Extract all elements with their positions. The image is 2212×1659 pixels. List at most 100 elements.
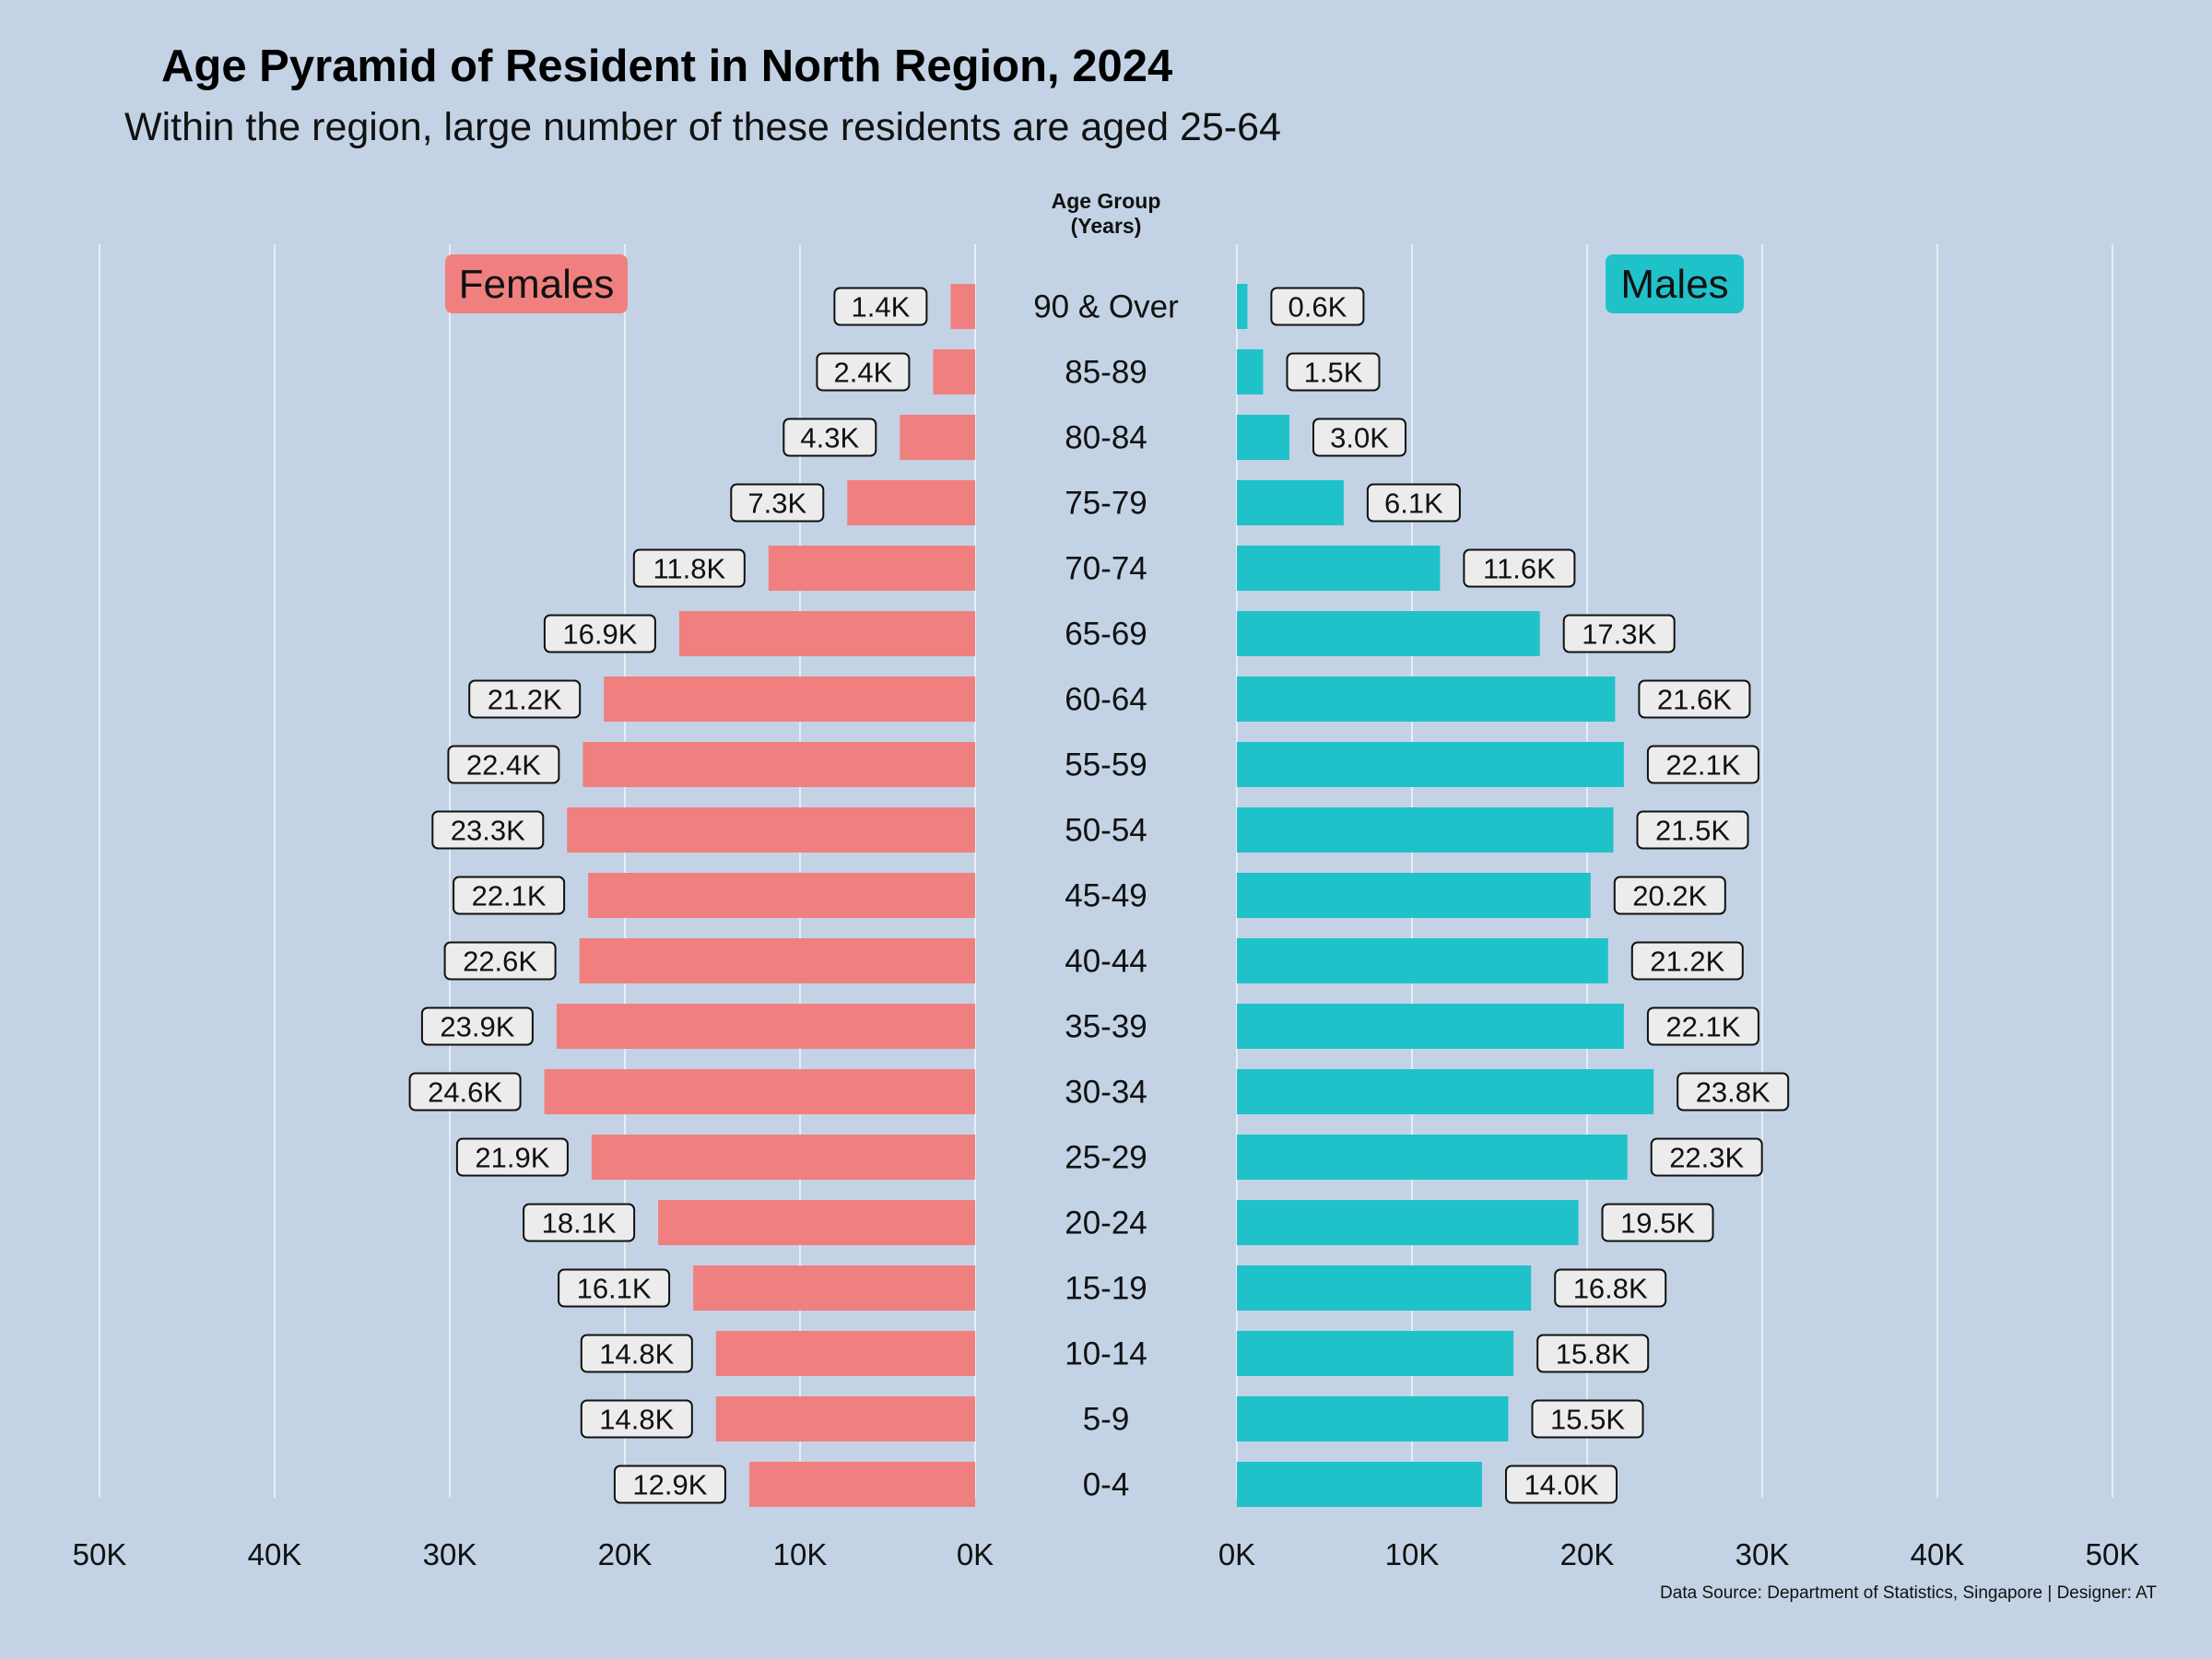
female-value-label: 22.6K (463, 946, 537, 978)
age-group-label: 60-64 (1065, 682, 1147, 718)
chart-subtitle: Within the region, large number of these… (124, 105, 1281, 149)
female-value-label: 22.1K (472, 880, 547, 912)
female-bar (933, 349, 975, 394)
age-group-label: 90 & Over (1033, 289, 1179, 325)
x-tick-label-left: 10K (773, 1537, 828, 1571)
male-value-label: 22.1K (1665, 749, 1740, 782)
female-bar (604, 677, 975, 722)
male-value-label-box (1636, 810, 1749, 850)
x-tick-label-right: 40K (1911, 1537, 1965, 1571)
female-value-label-box (408, 1072, 522, 1112)
female-value-label-box (447, 745, 560, 784)
age-group-label: 65-69 (1065, 617, 1147, 653)
male-bar (1237, 546, 1441, 591)
male-value-label-box (1646, 745, 1759, 784)
females-series-tag-box (445, 254, 628, 313)
x-tick-label-left: 0K (957, 1537, 994, 1571)
male-value-label: 3.0K (1330, 422, 1389, 454)
age-group-label: 25-29 (1065, 1140, 1147, 1176)
female-bar (715, 1331, 975, 1376)
female-value-label-box (443, 941, 557, 981)
male-value-label: 17.3K (1582, 618, 1656, 651)
age-group-label: 70-74 (1065, 551, 1147, 587)
male-bar (1237, 611, 1540, 656)
female-bar (588, 873, 975, 918)
female-value-label-box (468, 679, 582, 719)
age-group-label: 80-84 (1065, 420, 1147, 456)
female-value-label: 21.9K (475, 1142, 549, 1174)
x-tick-label-left: 20K (598, 1537, 653, 1571)
female-bar (693, 1265, 975, 1311)
female-bar (582, 742, 975, 787)
age-group-label: 10-14 (1065, 1336, 1147, 1372)
male-bar (1237, 1200, 1579, 1245)
x-tick-label-right: 20K (1560, 1537, 1615, 1571)
age-axis-title: Age Group (1052, 189, 1161, 213)
age-group-label: 20-24 (1065, 1206, 1147, 1241)
male-value-label-box (1613, 876, 1726, 915)
female-bar (678, 611, 975, 656)
male-bar (1237, 677, 1616, 722)
male-value-label-box (1562, 614, 1676, 653)
age-group-label: 50-54 (1065, 813, 1147, 849)
female-value-label-box (420, 1006, 534, 1046)
age-group-label: 85-89 (1065, 355, 1147, 391)
female-value-label: 21.2K (488, 684, 562, 716)
male-value-label: 6.1K (1384, 488, 1443, 520)
female-value-label: 1.4K (852, 291, 911, 324)
female-value-label-box (543, 614, 656, 653)
male-value-label: 1.5K (1304, 357, 1363, 389)
female-value-label-box (431, 810, 545, 850)
x-tick-label-right: 30K (1735, 1537, 1790, 1571)
male-bar (1237, 1004, 1624, 1049)
male-value-label: 21.6K (1657, 684, 1732, 716)
female-value-label: 11.8K (653, 553, 725, 585)
female-value-label-box (632, 548, 746, 588)
x-tick-label-right: 50K (2086, 1537, 2140, 1571)
male-value-label-box (1505, 1465, 1618, 1504)
male-bar (1237, 284, 1248, 329)
female-value-label: 22.4K (466, 749, 541, 782)
age-group-label: 15-19 (1065, 1271, 1147, 1307)
female-value-label: 14.8K (599, 1338, 674, 1371)
female-value-label: 16.9K (562, 618, 637, 651)
males-series-tag: Males (1620, 262, 1728, 307)
chart-title: Age Pyramid of Resident in North Region,… (161, 41, 1173, 91)
age-group-label: 0-4 (1083, 1467, 1130, 1503)
male-bar (1237, 1069, 1654, 1114)
female-bar (591, 1135, 975, 1180)
male-value-label: 21.2K (1650, 946, 1724, 978)
female-bar (579, 938, 975, 983)
male-value-label-box (1650, 1137, 1763, 1177)
female-value-label: 23.3K (451, 815, 525, 847)
female-value-label-box (730, 483, 825, 523)
male-bar (1237, 1462, 1482, 1507)
female-bar (715, 1396, 975, 1441)
female-bar (950, 284, 975, 329)
female-bar (900, 415, 975, 460)
age-group-label: 45-49 (1065, 878, 1147, 914)
male-value-label: 22.1K (1665, 1011, 1740, 1043)
male-value-label-box (1463, 548, 1576, 588)
x-tick-label-right: 10K (1385, 1537, 1440, 1571)
male-bar (1237, 1331, 1514, 1376)
female-value-label: 16.1K (577, 1273, 652, 1305)
female-value-label-box (523, 1203, 636, 1242)
age-group-label: 30-34 (1065, 1075, 1147, 1111)
female-value-label: 4.3K (800, 422, 859, 454)
male-value-label: 19.5K (1620, 1207, 1695, 1240)
x-tick-label-left: 40K (248, 1537, 302, 1571)
females-series-tag: Females (459, 262, 615, 307)
males-series-tag-box (1606, 254, 1744, 313)
x-tick-label-left: 30K (423, 1537, 477, 1571)
male-value-label-box (1601, 1203, 1714, 1242)
male-value-label-box (1312, 418, 1406, 457)
male-bar (1237, 873, 1591, 918)
female-value-label-box (782, 418, 877, 457)
data-source-note: Data Source: Department of Statistics, S… (1660, 1583, 2157, 1603)
female-bar (544, 1069, 975, 1114)
male-value-label-box (1270, 287, 1365, 326)
female-value-label-box (580, 1399, 693, 1439)
male-bar (1237, 807, 1614, 853)
female-value-label-box (558, 1268, 671, 1308)
